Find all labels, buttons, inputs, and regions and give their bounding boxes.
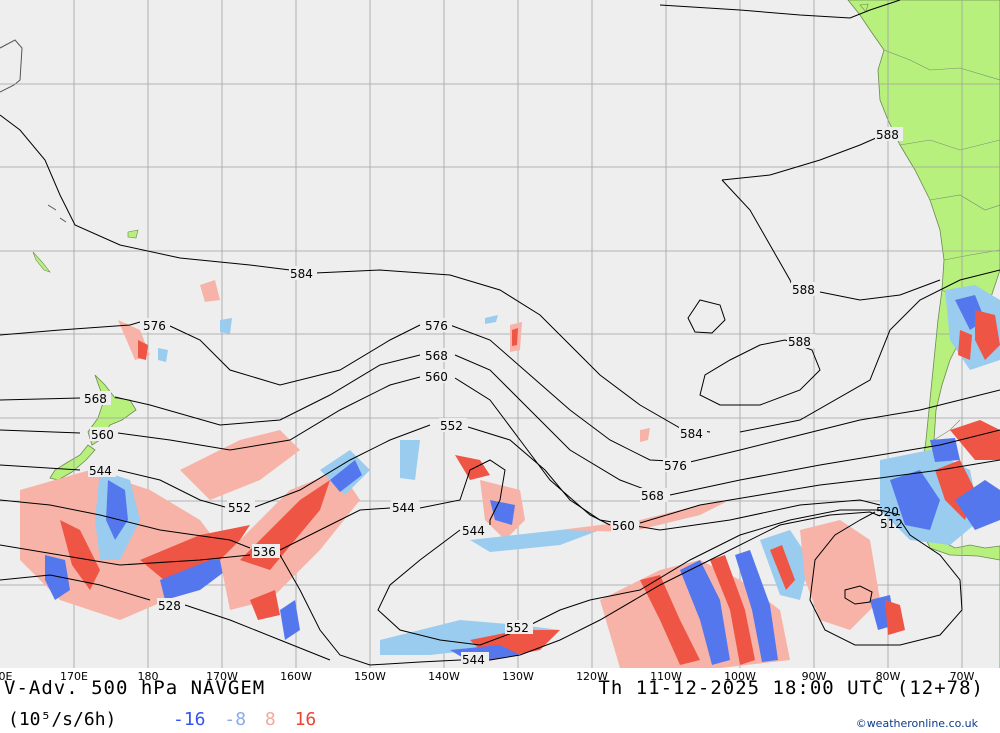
lon-label-140w: 140W bbox=[428, 670, 460, 683]
svg-text:560: 560 bbox=[425, 370, 448, 384]
lon-label-100w: 100W bbox=[724, 670, 756, 683]
svg-text:552: 552 bbox=[228, 501, 251, 515]
legend-minus-16: -16 bbox=[173, 709, 206, 730]
lon-label-70w: 70W bbox=[949, 670, 975, 683]
svg-text:560: 560 bbox=[612, 519, 635, 533]
lon-label-90w: 90W bbox=[801, 670, 827, 683]
svg-text:576: 576 bbox=[664, 459, 687, 473]
svg-text:536: 536 bbox=[253, 545, 276, 559]
lon-label-130w: 130W bbox=[502, 670, 534, 683]
color-legend: -16 -8 8 16 bbox=[173, 709, 324, 730]
svg-text:560: 560 bbox=[91, 428, 114, 442]
contour-labels: 584 576 576 568 568 560 560 552 552 544 … bbox=[83, 127, 903, 667]
lon-label-170w: 170W bbox=[206, 670, 238, 683]
svg-text:512: 512 bbox=[880, 517, 903, 531]
svg-text:588: 588 bbox=[876, 128, 899, 142]
lon-label-60e: 60E bbox=[0, 670, 13, 683]
svg-text:584: 584 bbox=[680, 427, 703, 441]
svg-text:568: 568 bbox=[641, 489, 664, 503]
legend-plus-8: 8 bbox=[264, 709, 276, 730]
geopotential-contours bbox=[0, 0, 1000, 666]
lon-label-110w: 110W bbox=[650, 670, 682, 683]
svg-text:576: 576 bbox=[143, 319, 166, 333]
country-borders bbox=[883, 49, 1000, 441]
svg-text:576: 576 bbox=[425, 319, 448, 333]
coastline-west bbox=[0, 39, 67, 223]
lon-label-170e: 170E bbox=[60, 670, 88, 683]
svg-text:588: 588 bbox=[788, 335, 811, 349]
units-label: (10⁵/s/6h) bbox=[8, 709, 117, 730]
credit-link[interactable]: ©weatheronline.co.uk bbox=[855, 717, 978, 730]
svg-text:568: 568 bbox=[425, 349, 448, 363]
lon-label-160w: 160W bbox=[280, 670, 312, 683]
map-valid-time: Th 11-12-2025 18:00 UTC (12+78) bbox=[598, 677, 984, 699]
svg-text:520: 520 bbox=[876, 505, 899, 519]
map-footer: 60E 170E 180 170W 160W 150W 140W 130W 12… bbox=[0, 668, 1000, 733]
map-title: V-Adv. 500 hPa NAVGEM bbox=[4, 677, 266, 699]
svg-text:528: 528 bbox=[158, 599, 181, 613]
svg-text:544: 544 bbox=[462, 653, 485, 667]
legend-plus-16: 16 bbox=[294, 709, 317, 730]
svg-text:584: 584 bbox=[290, 267, 313, 281]
svg-text:544: 544 bbox=[392, 501, 415, 515]
lon-label-120w: 120W bbox=[576, 670, 608, 683]
svg-text:552: 552 bbox=[440, 419, 463, 433]
lon-label-150w: 150W bbox=[354, 670, 386, 683]
svg-text:568: 568 bbox=[84, 392, 107, 406]
svg-text:552: 552 bbox=[506, 621, 529, 635]
lon-label-80w: 80W bbox=[875, 670, 901, 683]
weather-map: 584 576 576 568 568 560 560 552 552 544 … bbox=[0, 0, 1000, 668]
advection-field bbox=[20, 280, 1000, 668]
legend-minus-8: -8 bbox=[224, 709, 247, 730]
svg-text:544: 544 bbox=[462, 524, 485, 538]
svg-text:588: 588 bbox=[792, 283, 815, 297]
lon-label-180: 180 bbox=[137, 670, 159, 683]
svg-text:544: 544 bbox=[89, 464, 112, 478]
pacific-islands bbox=[32, 3, 869, 273]
